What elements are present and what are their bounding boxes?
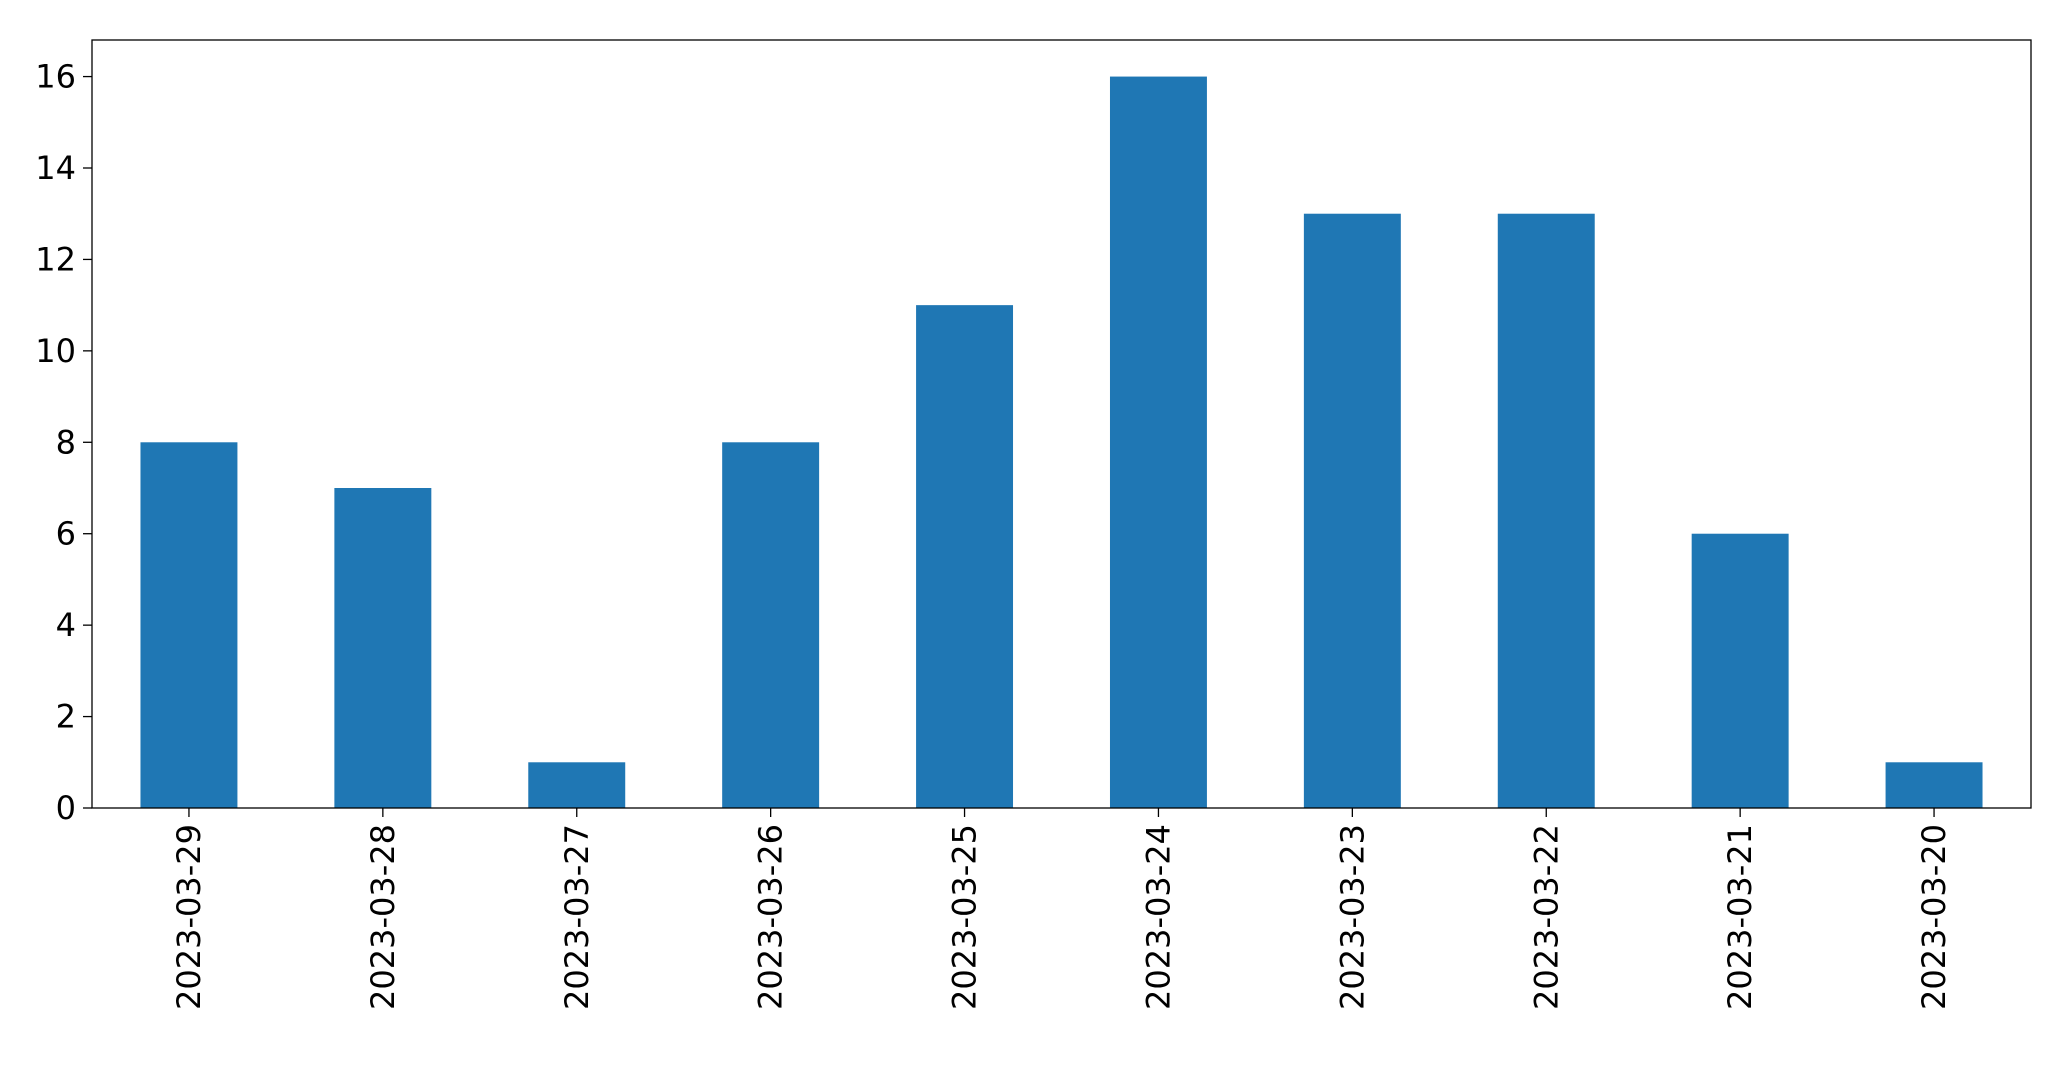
y-tick-label: 14: [35, 149, 76, 187]
x-tick-label: 2023-03-21: [1721, 824, 1759, 1010]
y-tick-label: 10: [35, 332, 76, 370]
bar: [334, 488, 432, 808]
x-tick-label: 2023-03-22: [1527, 824, 1565, 1010]
plot-frame: [91, 39, 2032, 809]
bar: [1497, 213, 1595, 808]
bar: [916, 305, 1014, 808]
y-tick-label: 12: [35, 240, 76, 278]
bar: [1109, 76, 1207, 809]
bar: [1691, 533, 1789, 808]
bar: [1303, 213, 1401, 808]
x-tick-label: 2023-03-29: [170, 824, 208, 1010]
bar: [140, 442, 238, 808]
x-tick-label: 2023-03-26: [752, 824, 790, 1010]
y-tick-label: 8: [56, 423, 76, 461]
bar: [528, 762, 626, 808]
x-tick-label: 2023-03-27: [558, 824, 596, 1010]
y-tick-label: 16: [35, 58, 76, 96]
bar: [722, 442, 820, 808]
x-tick-label: 2023-03-28: [364, 824, 402, 1010]
y-tick-label: 2: [56, 698, 76, 736]
y-tick-label: 6: [56, 515, 76, 553]
x-tick-label: 2023-03-25: [946, 824, 984, 1010]
x-tick-label: 2023-03-24: [1139, 824, 1177, 1010]
y-tick-label: 0: [56, 789, 76, 827]
x-tick-label: 2023-03-23: [1333, 824, 1371, 1010]
bar: [1885, 762, 1983, 808]
y-tick-label: 4: [56, 606, 76, 644]
x-tick-label: 2023-03-20: [1915, 824, 1953, 1010]
